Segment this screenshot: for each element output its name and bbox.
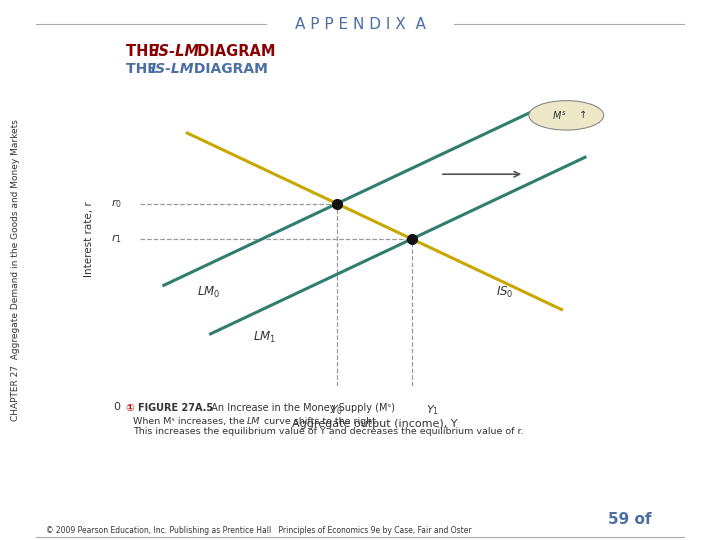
- Text: FIGURE 27A.5: FIGURE 27A.5: [138, 403, 212, 413]
- Text: $LM_0$: $LM_0$: [197, 285, 220, 300]
- Text: DIAGRAM: DIAGRAM: [192, 44, 276, 59]
- Text: $LM_1$: $LM_1$: [253, 329, 276, 345]
- Text: Aggregate output (income), Y: Aggregate output (income), Y: [292, 420, 457, 429]
- Text: IS-LM: IS-LM: [151, 62, 194, 76]
- Text: $Y_1$: $Y_1$: [426, 403, 439, 416]
- Text: ↑: ↑: [576, 110, 587, 120]
- Text: $M^s$: $M^s$: [552, 109, 567, 122]
- Text: 0: 0: [114, 402, 120, 411]
- Ellipse shape: [528, 100, 603, 130]
- Text: When Mˢ increases, the: When Mˢ increases, the: [133, 417, 248, 426]
- Text: A P P E N D I X  A: A P P E N D I X A: [294, 17, 426, 32]
- Text: $Y_0$: $Y_0$: [330, 403, 343, 416]
- Text: LM: LM: [247, 417, 261, 426]
- Text: 59 of: 59 of: [608, 512, 652, 527]
- Text: This increases the equilibrium value of Y and decreases the equilibrium value of: This increases the equilibrium value of …: [133, 428, 524, 436]
- Text: CHAPTER 27  Aggregate Demand in the Goods and Money Markets: CHAPTER 27 Aggregate Demand in the Goods…: [12, 119, 20, 421]
- Text: © 2009 Pearson Education, Inc. Publishing as Prentice Hall   Principles of Econo: © 2009 Pearson Education, Inc. Publishin…: [46, 526, 472, 535]
- Text: $IS_0$: $IS_0$: [496, 285, 513, 300]
- Text: ①: ①: [126, 403, 138, 413]
- Text: THE: THE: [126, 44, 163, 59]
- Text: curve shifts to the right.: curve shifts to the right.: [261, 417, 379, 426]
- Text: An Increase in the Money Supply (Mˢ): An Increase in the Money Supply (Mˢ): [205, 403, 395, 413]
- Text: $r_1$: $r_1$: [111, 233, 122, 245]
- Text: THE: THE: [126, 62, 161, 76]
- Text: Interest rate, r: Interest rate, r: [84, 201, 94, 277]
- Text: DIAGRAM: DIAGRAM: [189, 62, 268, 76]
- Text: $r_0$: $r_0$: [111, 197, 122, 210]
- Text: IS-LM: IS-LM: [153, 44, 199, 59]
